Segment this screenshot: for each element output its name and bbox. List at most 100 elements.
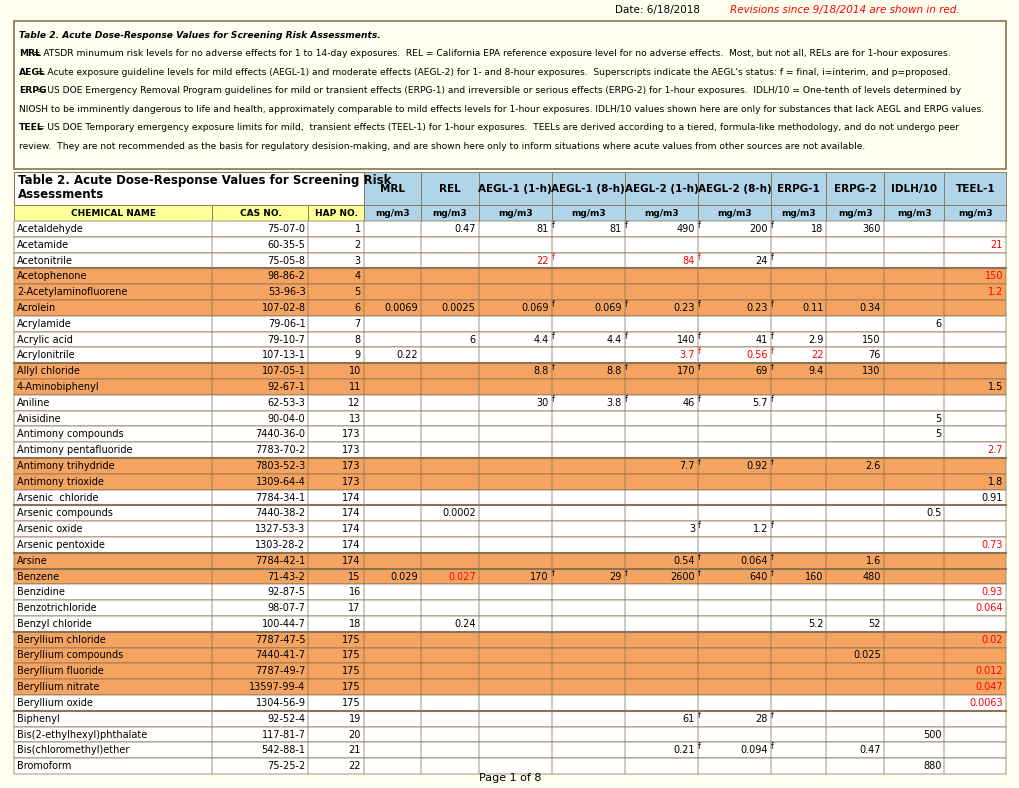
Text: 7787-49-7: 7787-49-7 bbox=[255, 667, 305, 676]
Bar bbox=[625, 569, 697, 585]
Text: 15: 15 bbox=[348, 571, 361, 582]
Bar bbox=[14, 363, 1005, 379]
Text: f: f bbox=[697, 742, 700, 751]
Text: f: f bbox=[770, 568, 773, 578]
Bar bbox=[14, 742, 212, 758]
Bar bbox=[308, 742, 364, 758]
Text: 170: 170 bbox=[530, 571, 548, 582]
Text: f: f bbox=[697, 552, 700, 562]
Bar bbox=[770, 269, 825, 284]
Bar bbox=[551, 648, 625, 663]
Bar bbox=[825, 379, 882, 395]
Text: Antimony compounds: Antimony compounds bbox=[17, 429, 123, 439]
Bar bbox=[825, 505, 882, 521]
Text: 3: 3 bbox=[688, 524, 694, 534]
Text: f: f bbox=[625, 300, 627, 309]
Text: ERPG-2: ERPG-2 bbox=[833, 184, 875, 194]
Bar bbox=[14, 489, 1005, 505]
Bar bbox=[825, 172, 882, 205]
Text: CHEMICAL NAME: CHEMICAL NAME bbox=[70, 209, 156, 217]
Text: mg/m3: mg/m3 bbox=[497, 209, 532, 217]
Text: 880: 880 bbox=[922, 761, 941, 771]
Text: Revisions since 9/18/2014 are shown in red.: Revisions since 9/18/2014 are shown in r… bbox=[730, 5, 959, 15]
Text: 117-81-7: 117-81-7 bbox=[261, 730, 305, 739]
Bar bbox=[364, 284, 421, 300]
Bar bbox=[551, 221, 625, 237]
Bar bbox=[882, 205, 944, 221]
Text: mg/m3: mg/m3 bbox=[643, 209, 678, 217]
Text: 150: 150 bbox=[861, 334, 880, 344]
Bar bbox=[697, 648, 770, 663]
Text: Acetamide: Acetamide bbox=[17, 240, 69, 250]
Bar bbox=[308, 426, 364, 442]
Bar bbox=[478, 695, 551, 711]
Bar bbox=[770, 600, 825, 616]
Bar bbox=[882, 237, 944, 253]
Bar bbox=[825, 205, 882, 221]
Bar bbox=[364, 679, 421, 695]
Bar bbox=[944, 348, 1005, 363]
Bar bbox=[825, 553, 882, 569]
Bar bbox=[212, 269, 308, 284]
Bar bbox=[770, 489, 825, 505]
Bar bbox=[944, 395, 1005, 411]
Bar bbox=[14, 300, 212, 316]
Text: 107-13-1: 107-13-1 bbox=[261, 351, 305, 360]
Text: 7440-36-0: 7440-36-0 bbox=[255, 429, 305, 439]
Text: 1.2: 1.2 bbox=[752, 524, 767, 534]
Bar bbox=[14, 379, 1005, 395]
Text: mg/m3: mg/m3 bbox=[837, 209, 871, 217]
Bar bbox=[944, 458, 1005, 474]
Bar bbox=[551, 679, 625, 695]
Text: 490: 490 bbox=[676, 224, 694, 234]
Bar bbox=[770, 553, 825, 569]
Bar bbox=[14, 569, 212, 585]
Bar bbox=[944, 363, 1005, 379]
Bar bbox=[882, 316, 944, 332]
Bar bbox=[770, 284, 825, 300]
Text: 6: 6 bbox=[934, 318, 941, 329]
Bar bbox=[364, 269, 421, 284]
Text: 0.064: 0.064 bbox=[740, 556, 767, 566]
Text: f: f bbox=[697, 711, 700, 719]
Bar bbox=[421, 648, 478, 663]
Bar bbox=[308, 458, 364, 474]
Text: f: f bbox=[770, 300, 773, 309]
Text: 41: 41 bbox=[755, 334, 767, 344]
Text: 9.4: 9.4 bbox=[807, 366, 822, 376]
Bar bbox=[551, 237, 625, 253]
Bar bbox=[882, 521, 944, 537]
Bar bbox=[625, 663, 697, 679]
Bar bbox=[421, 505, 478, 521]
Text: 4.4: 4.4 bbox=[606, 334, 622, 344]
Text: HAP NO.: HAP NO. bbox=[315, 209, 358, 217]
Bar bbox=[421, 316, 478, 332]
Text: 13597-99-4: 13597-99-4 bbox=[249, 682, 305, 692]
Bar bbox=[478, 600, 551, 616]
Bar bbox=[697, 474, 770, 489]
Bar bbox=[625, 284, 697, 300]
Bar bbox=[697, 300, 770, 316]
Bar bbox=[697, 316, 770, 332]
Text: 24: 24 bbox=[755, 255, 767, 266]
Text: 0.069: 0.069 bbox=[594, 303, 622, 313]
Bar bbox=[625, 758, 697, 774]
Text: 98-07-7: 98-07-7 bbox=[267, 603, 305, 613]
Bar bbox=[14, 600, 212, 616]
Bar bbox=[882, 569, 944, 585]
Bar bbox=[551, 505, 625, 521]
Bar bbox=[625, 205, 697, 221]
Bar bbox=[14, 221, 1005, 237]
Bar bbox=[697, 269, 770, 284]
Bar bbox=[14, 284, 212, 300]
Text: 5.7: 5.7 bbox=[752, 398, 767, 407]
Bar bbox=[308, 521, 364, 537]
Bar bbox=[551, 600, 625, 616]
Bar bbox=[697, 253, 770, 269]
Bar bbox=[212, 363, 308, 379]
Bar bbox=[882, 363, 944, 379]
Bar bbox=[14, 521, 212, 537]
Bar bbox=[882, 711, 944, 727]
Text: 0.11: 0.11 bbox=[801, 303, 822, 313]
Bar bbox=[770, 569, 825, 585]
